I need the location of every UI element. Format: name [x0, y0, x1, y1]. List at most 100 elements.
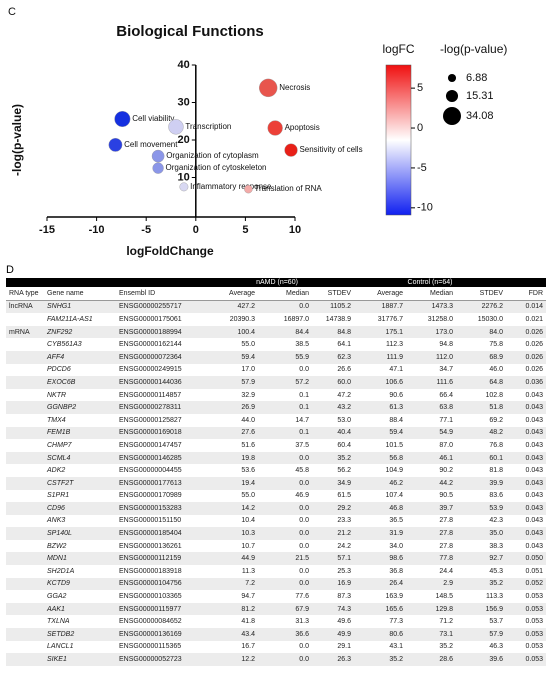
table-cell: 55.9: [258, 350, 312, 364]
table-cell: [6, 565, 44, 578]
table-cell: 112.0: [406, 350, 457, 364]
table-cell: FEM1B: [44, 426, 116, 440]
x-tick-label: -15: [39, 224, 55, 236]
table-cell: 0.050: [506, 552, 547, 566]
table-cell: 57.9: [200, 376, 258, 389]
table-cell: 10.3: [200, 527, 258, 540]
table-cell: 87.3: [337, 593, 352, 601]
table-cell: 35.2: [456, 577, 507, 591]
table-cell: ENSG00000177613: [116, 476, 200, 490]
table-cell: 0.0: [258, 476, 312, 490]
table-cell: 46.8: [354, 502, 407, 515]
table-row: EXOC6B ENSG00000144036 57.9 57.2 60.0 106.6 11…: [6, 376, 547, 389]
table-cell: 0.043: [506, 502, 547, 515]
table-cell: 0.0: [299, 542, 309, 550]
data-table: nAMD (n=60) Control (n=64) RNA type Gene na…: [6, 278, 547, 666]
table-cell: 23.3: [337, 517, 352, 525]
table-cell: 75.8: [489, 341, 504, 349]
table-cell: 26.9: [200, 401, 258, 414]
table-cell: [6, 577, 44, 591]
table-cell: 0.053: [525, 618, 544, 626]
table-cell: SH2D1A: [47, 567, 75, 575]
table-cell: 44.0: [241, 416, 255, 424]
table-cell: [6, 540, 44, 553]
point-label: Organization of cytoplasm: [166, 151, 259, 160]
point-label: Organization of cytoskeleton: [166, 163, 267, 172]
table-cell: 39.9: [456, 476, 507, 490]
table-cell: 53.6: [241, 467, 255, 475]
size-legend-dot: [445, 89, 459, 103]
table-cell: 0.043: [506, 401, 547, 414]
size-legend-dot: [447, 73, 457, 83]
table-cell: 92.7: [456, 552, 507, 566]
table-cell: 0.021: [525, 315, 544, 323]
table-cell: [6, 350, 44, 364]
table-cell: [6, 376, 44, 389]
table-cell: TMX4: [47, 416, 66, 424]
table-cell: 175.1: [354, 325, 407, 339]
table-cell: 60.1: [456, 451, 507, 465]
table-cell: 27.6: [200, 426, 258, 440]
column-header: Ensembl ID: [116, 287, 200, 301]
table-cell: 42.3: [489, 517, 504, 525]
table-cell: 61.5: [337, 492, 352, 500]
table-row: KCTD9 ENSG00000104756 7.2 0.0 16.9 26.4 2.9 35.…: [6, 577, 547, 591]
bubble: [244, 184, 253, 194]
table-cell: ENSG00000103365: [119, 593, 182, 601]
column-header: STDEV: [456, 287, 507, 301]
table-cell: GGA2: [47, 593, 67, 601]
table-row: GGA2 ENSG00000103365 94.7 77.6 87.3 163.9 148.…: [6, 590, 546, 603]
table-cell: [6, 464, 44, 477]
table-cell: 74.3: [312, 602, 355, 616]
table-cell: ENSG00000115365: [119, 643, 182, 651]
table-cell: 44.2: [406, 476, 457, 490]
y-tick-label: 10: [178, 171, 190, 183]
table-cell: 68.9: [456, 350, 507, 364]
table-row: mRNA ZNF292 ENSG00000188994 100.4 84.4 84.8 17…: [6, 325, 547, 339]
bubble: [114, 110, 131, 128]
table-cell: [6, 615, 44, 628]
table-cell: 21.2: [312, 527, 355, 540]
table-cell: 10.4: [241, 517, 255, 525]
table-cell: EXOC6B: [44, 376, 116, 389]
group-row: nAMD (n=60) Control (n=64): [6, 278, 547, 287]
table-cell: 90.2: [439, 467, 454, 475]
table-cell: 27.8: [439, 542, 454, 550]
table-cell: 57.1: [312, 552, 355, 566]
table-cell: 101.5: [385, 441, 404, 449]
column-header: Gene name: [44, 287, 116, 301]
table-cell: [6, 653, 44, 666]
table-cell: 107.4: [385, 492, 404, 500]
table-cell: AAK1: [44, 602, 116, 616]
column-header: Median: [406, 287, 457, 301]
table-cell: 35.2: [354, 653, 407, 666]
table-cell: 0.026: [506, 325, 547, 339]
table-cell: 25.3: [337, 567, 352, 575]
table-cell: 46.9: [295, 492, 309, 500]
y-tick-label: 30: [178, 96, 190, 108]
table-cell: 7.2: [200, 577, 258, 591]
point-label: Translation of RNA: [254, 184, 322, 193]
table-cell: 0.043: [525, 542, 544, 550]
table-cell: 43.1: [389, 643, 404, 651]
table-cell: ENSG00000185404: [116, 527, 200, 540]
bubble: [151, 149, 165, 163]
bubble: [284, 143, 298, 157]
table-cell: 16.9: [312, 577, 355, 591]
table-cell: 0.052: [506, 577, 547, 591]
table-cell: 24.2: [337, 542, 352, 550]
table-row: AFF4 ENSG00000072364 59.4 55.9 62.3 111.9 112.…: [6, 350, 547, 364]
table-cell: [6, 527, 44, 540]
table-cell: [6, 602, 44, 616]
table-cell: AFF4: [44, 350, 116, 364]
table-cell: ENSG00000146285: [116, 451, 200, 465]
table-cell: ENSG00000104756: [116, 577, 200, 591]
table-cell: 34.9: [312, 476, 355, 490]
point-label: Sensitivity of cells: [299, 145, 362, 154]
x-tick-label: -10: [89, 224, 105, 236]
table-row: BZW2 ENSG00000136261 10.7 0.0 24.2 34.0 27.8 38…: [6, 540, 546, 553]
table-cell: 0.0: [299, 517, 309, 525]
table-cell: 64.8: [456, 376, 507, 389]
table-cell: 12.2: [200, 653, 258, 666]
